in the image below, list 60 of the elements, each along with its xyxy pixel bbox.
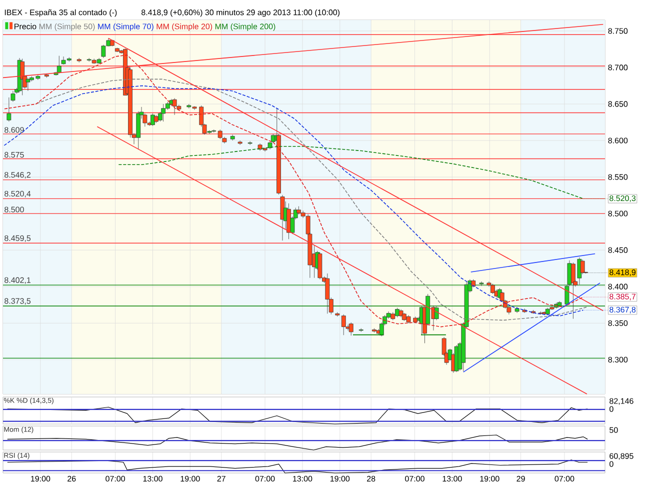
y-tick-label: 8.600 bbox=[608, 138, 628, 144]
x-tick-label: 26 bbox=[68, 476, 76, 482]
candlestick bbox=[490, 283, 495, 294]
annotation: 8.367,8 bbox=[610, 306, 636, 314]
text: MM (Simple 20) bbox=[156, 23, 212, 31]
line-series bbox=[2, 54, 584, 328]
x-tick-label: 28 bbox=[367, 476, 376, 482]
candlestick bbox=[26, 78, 30, 92]
x-tick-label: 07:00 bbox=[255, 476, 275, 482]
x-tick-label: 19:00 bbox=[480, 476, 500, 482]
text: 0 bbox=[610, 461, 614, 467]
x-tick-label: 27 bbox=[217, 476, 226, 482]
candlestick bbox=[161, 104, 166, 122]
annotation: 8.418,9 bbox=[610, 270, 636, 276]
ref-line-label: 8.609 bbox=[4, 127, 24, 133]
candlestick bbox=[348, 322, 354, 336]
x-tick-label: 13:00 bbox=[293, 476, 312, 482]
text: 50 bbox=[610, 427, 618, 433]
chart-title: IBEX - España 35 al contado (-) bbox=[4, 9, 117, 17]
ref-line-label: 8.575 bbox=[4, 152, 24, 158]
ref-line-label: 8.500 bbox=[4, 206, 24, 212]
y-tick-label: 8.650 bbox=[608, 101, 628, 107]
x-tick-label: 29 bbox=[516, 476, 525, 482]
y-tick-label: 8.700 bbox=[608, 64, 628, 70]
x-tick-label: 07:00 bbox=[106, 476, 125, 482]
x-tick-label: 19:00 bbox=[31, 476, 50, 482]
y-tick-label: 8.450 bbox=[608, 247, 628, 253]
ref-line-label: 8.546,2 bbox=[4, 172, 30, 179]
candlestick bbox=[280, 194, 285, 241]
text: MM (Simple 50) bbox=[39, 23, 95, 31]
x-tick-label: 19:00 bbox=[180, 476, 200, 482]
annotation: 8.385,7 bbox=[610, 294, 636, 300]
y-tick-label: 8.550 bbox=[608, 174, 628, 180]
line-series bbox=[116, 146, 584, 200]
y-tick-label: 8.500 bbox=[608, 210, 628, 216]
text: 82,146 bbox=[610, 398, 634, 405]
x-tick-label: 07:00 bbox=[405, 476, 424, 482]
y-tick-label: 8.750 bbox=[608, 28, 628, 34]
chart-subtitle: 8.418,9 (+0,60%) 30 minutos 29 ago 2013 11:00 (10:00) bbox=[141, 9, 340, 17]
text: 60,895 bbox=[610, 453, 634, 460]
y-tick-label: 8.350 bbox=[608, 320, 628, 326]
x-tick-label: 19:00 bbox=[330, 476, 350, 482]
text: MM (Simple 200) bbox=[215, 23, 276, 31]
y-tick-label: 8.400 bbox=[608, 284, 628, 290]
text: 0 bbox=[610, 406, 614, 412]
candlestick bbox=[6, 97, 12, 122]
annotation: 8.520,3 bbox=[610, 195, 636, 202]
x-tick-label: 13:00 bbox=[442, 476, 462, 482]
ref-line-label: 8.373,5 bbox=[4, 298, 31, 305]
legend-label: Precio bbox=[14, 23, 36, 30]
candlestick bbox=[150, 113, 155, 126]
candlestick bbox=[341, 314, 346, 336]
x-tick-label: 07:00 bbox=[554, 476, 574, 482]
ref-line-label: 8.520,4 bbox=[4, 190, 31, 198]
ref-line-label: 8.402,1 bbox=[4, 277, 31, 284]
ref-line-label: 8.459,5 bbox=[4, 235, 31, 242]
x-tick-label: 13:00 bbox=[143, 476, 162, 482]
text: MM (Simple 70) bbox=[98, 23, 154, 31]
candlestick bbox=[434, 306, 439, 320]
y-tick-label: 8.300 bbox=[608, 356, 628, 362]
